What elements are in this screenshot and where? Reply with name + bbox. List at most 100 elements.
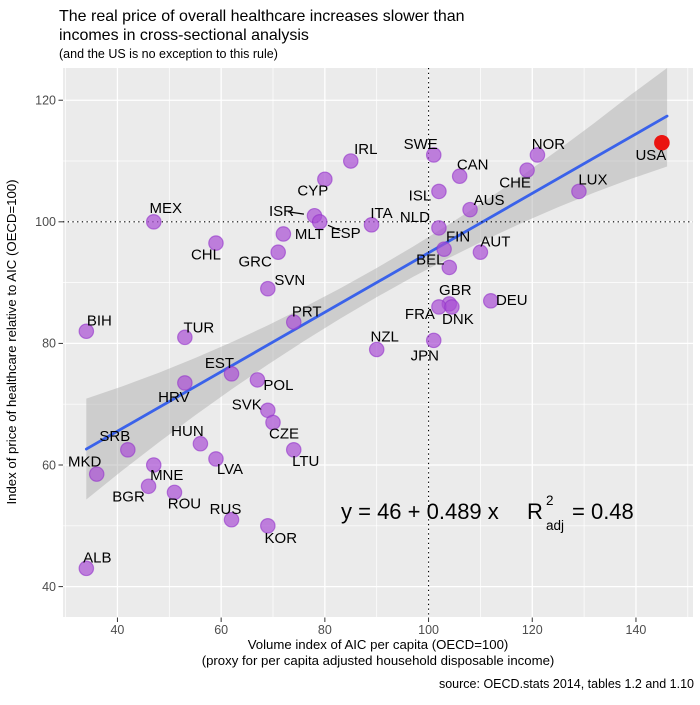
point-label-LVA: LVA xyxy=(217,461,243,478)
point-label-BGR: BGR xyxy=(112,488,145,505)
data-point-NOR xyxy=(529,147,546,163)
point-label-ITA: ITA xyxy=(370,205,392,222)
y-tick-label-120: 120 xyxy=(35,94,56,108)
data-point-ROU xyxy=(166,484,183,501)
point-label-NZL: NZL xyxy=(371,329,399,346)
point-label-BIH: BIH xyxy=(87,312,112,329)
source-caption: source: OECD.stats 2014, tables 1.2 and … xyxy=(439,677,694,691)
point-label-FIN: FIN xyxy=(446,228,470,245)
data-point-EST xyxy=(223,366,240,382)
point-label-SVK: SVK xyxy=(232,396,262,413)
point-label-ISL: ISL xyxy=(409,188,432,205)
data-point-AUT xyxy=(472,244,489,261)
data-point-SWE xyxy=(425,147,442,163)
point-label-AUS: AUS xyxy=(474,192,505,209)
data-point-CHE xyxy=(519,162,535,178)
data-point-CAN xyxy=(451,168,468,185)
x-tick-label-80: 80 xyxy=(318,623,332,637)
data-point-FIN xyxy=(436,241,452,257)
chart-subtitle: (and the US is no exception to this rule… xyxy=(59,47,278,61)
x-tick-label-60: 60 xyxy=(214,623,228,637)
data-point-CHL xyxy=(208,235,224,251)
data-point-LUX xyxy=(571,183,587,200)
point-label-DEU: DEU xyxy=(496,292,528,309)
data-point-BEL xyxy=(441,259,458,276)
data-point-MEX xyxy=(145,214,162,230)
regression-line xyxy=(84,114,669,451)
y-axis-title: Index of price of healthcare relative to… xyxy=(4,179,19,504)
point-label-LUX: LUX xyxy=(578,172,607,189)
point-label-ISR: ISR xyxy=(269,203,294,220)
data-point-MKD xyxy=(88,466,105,482)
data-point-DEU xyxy=(482,293,499,309)
data-point-SVN xyxy=(260,280,276,297)
point-label-TUR: TUR xyxy=(183,320,214,337)
data-point-BIH xyxy=(78,323,95,340)
chart-title-line1: The real price of overall healthcare inc… xyxy=(59,8,465,25)
point-label-MNE: MNE xyxy=(150,467,183,484)
data-point-DNK xyxy=(444,299,460,315)
x-axis-title-line1: Volume index of AIC per capita (OECD=100… xyxy=(248,637,509,652)
data-point-NLD xyxy=(431,220,447,236)
point-label-GBR: GBR xyxy=(439,282,472,299)
point-label-SRB: SRB xyxy=(99,428,130,445)
point-label-POL: POL xyxy=(263,377,293,394)
data-point-POL xyxy=(249,372,266,388)
point-labels: USA NOR SWE IRL CHE CAN CYP LUX ISL AUS ISR MEX ESP I… xyxy=(68,136,666,566)
x-tick-label-40: 40 xyxy=(110,623,124,637)
data-point-CZE xyxy=(265,414,281,431)
r-squared-value: = 0.48 xyxy=(572,499,634,524)
data-point-ESP xyxy=(311,214,328,230)
data-point-SRB xyxy=(120,442,136,458)
r-squared-superscript: 2 xyxy=(546,493,554,508)
point-label-SWE: SWE xyxy=(404,136,438,153)
data-point-BGR xyxy=(140,478,157,495)
data-point-LTU xyxy=(285,442,302,458)
data-point-HRV xyxy=(177,375,193,391)
chart-title-line2: incomes in cross-sectional analysis xyxy=(59,27,309,44)
regression-equation: y = 46 + 0.489 x xyxy=(341,499,499,524)
data-point-ITA xyxy=(363,217,380,233)
point-label-EST: EST xyxy=(205,355,234,372)
data-point-CYP xyxy=(317,171,333,188)
point-label-USA: USA xyxy=(635,147,666,164)
point-label-BEL: BEL xyxy=(416,252,444,269)
y-tick-label-100: 100 xyxy=(35,215,56,229)
point-label-JPN: JPN xyxy=(411,348,439,365)
data-point-RUS xyxy=(223,511,240,528)
leader-line-ESP xyxy=(327,224,341,232)
point-label-CYP: CYP xyxy=(297,182,328,199)
point-label-ESP: ESP xyxy=(331,225,361,242)
axis-tick-marks xyxy=(58,99,637,622)
data-point-HUN xyxy=(192,435,209,452)
point-label-CHL: CHL xyxy=(191,246,221,263)
data-point-AUS xyxy=(462,201,478,218)
axis-tick-labels: 40 60 80 100 120 140 40 60 80 100 120 xyxy=(35,94,646,637)
point-label-LTU: LTU xyxy=(292,453,319,470)
data-point-PRT xyxy=(285,314,302,330)
data-point-MLT xyxy=(275,226,292,242)
point-label-CHE: CHE xyxy=(499,174,531,191)
y-tick-label-60: 60 xyxy=(42,458,56,472)
point-label-HRV: HRV xyxy=(158,389,189,406)
data-point-LVA xyxy=(208,451,224,467)
data-point-ALB xyxy=(78,560,95,577)
data-point-ISL xyxy=(431,183,447,200)
point-label-CAN: CAN xyxy=(457,156,489,173)
data-point-IRL xyxy=(342,153,359,169)
point-label-MKD: MKD xyxy=(68,453,102,470)
point-label-MLT: MLT xyxy=(295,226,324,243)
data-point-NZL xyxy=(368,341,385,358)
point-label-GRC: GRC xyxy=(239,253,273,270)
x-tick-label-140: 140 xyxy=(626,623,647,637)
point-label-CZE: CZE xyxy=(269,426,299,443)
label-leader-lines xyxy=(287,211,341,232)
data-point-KOR xyxy=(260,518,276,534)
data-points xyxy=(78,134,670,577)
data-point-GRC xyxy=(270,244,286,261)
leader-line-ISR xyxy=(287,211,305,215)
data-point-USA xyxy=(654,134,670,151)
data-point-JPN xyxy=(425,332,442,349)
